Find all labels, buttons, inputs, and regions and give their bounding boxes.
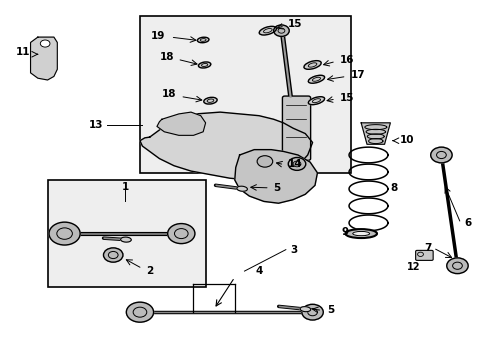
Circle shape — [49, 222, 80, 245]
Text: 5: 5 — [326, 305, 334, 315]
Circle shape — [40, 40, 50, 47]
Text: 6: 6 — [463, 218, 470, 228]
FancyBboxPatch shape — [140, 16, 351, 173]
Ellipse shape — [236, 186, 247, 191]
Circle shape — [273, 25, 288, 36]
Text: 15: 15 — [339, 93, 353, 103]
Ellipse shape — [304, 60, 321, 69]
Text: 19: 19 — [150, 31, 165, 41]
Polygon shape — [157, 112, 205, 135]
Text: 16: 16 — [339, 55, 353, 65]
Text: 10: 10 — [399, 135, 414, 145]
Ellipse shape — [308, 97, 324, 105]
Ellipse shape — [197, 37, 208, 43]
Text: 3: 3 — [290, 245, 297, 255]
Circle shape — [301, 304, 323, 320]
Text: 5: 5 — [273, 183, 280, 193]
Text: 12: 12 — [406, 262, 420, 272]
Ellipse shape — [198, 62, 210, 68]
Text: 11: 11 — [16, 48, 30, 58]
Text: 7: 7 — [424, 243, 431, 253]
Circle shape — [126, 302, 153, 322]
Ellipse shape — [203, 97, 217, 104]
Text: 8: 8 — [389, 183, 397, 193]
Ellipse shape — [121, 237, 131, 242]
FancyBboxPatch shape — [282, 96, 310, 160]
Text: 1: 1 — [122, 182, 129, 192]
Text: 17: 17 — [350, 70, 365, 80]
Text: 18: 18 — [162, 89, 176, 99]
Circle shape — [103, 248, 122, 262]
Ellipse shape — [259, 26, 276, 35]
Text: 4: 4 — [255, 266, 262, 276]
Ellipse shape — [352, 231, 369, 236]
Text: 2: 2 — [146, 266, 153, 276]
Polygon shape — [361, 123, 389, 144]
FancyBboxPatch shape — [47, 180, 205, 287]
Ellipse shape — [300, 307, 310, 312]
Polygon shape — [30, 37, 57, 80]
Ellipse shape — [308, 75, 324, 83]
Circle shape — [257, 156, 272, 167]
Circle shape — [430, 147, 451, 163]
FancyBboxPatch shape — [415, 250, 432, 260]
Ellipse shape — [345, 229, 376, 238]
Text: 13: 13 — [89, 120, 103, 130]
Circle shape — [167, 224, 195, 244]
Circle shape — [446, 258, 467, 274]
Text: 15: 15 — [287, 19, 302, 29]
Polygon shape — [234, 150, 317, 203]
Text: 18: 18 — [159, 52, 174, 62]
Text: 14: 14 — [287, 159, 302, 169]
Circle shape — [287, 157, 305, 170]
Polygon shape — [140, 112, 312, 180]
Text: 9: 9 — [341, 227, 348, 237]
